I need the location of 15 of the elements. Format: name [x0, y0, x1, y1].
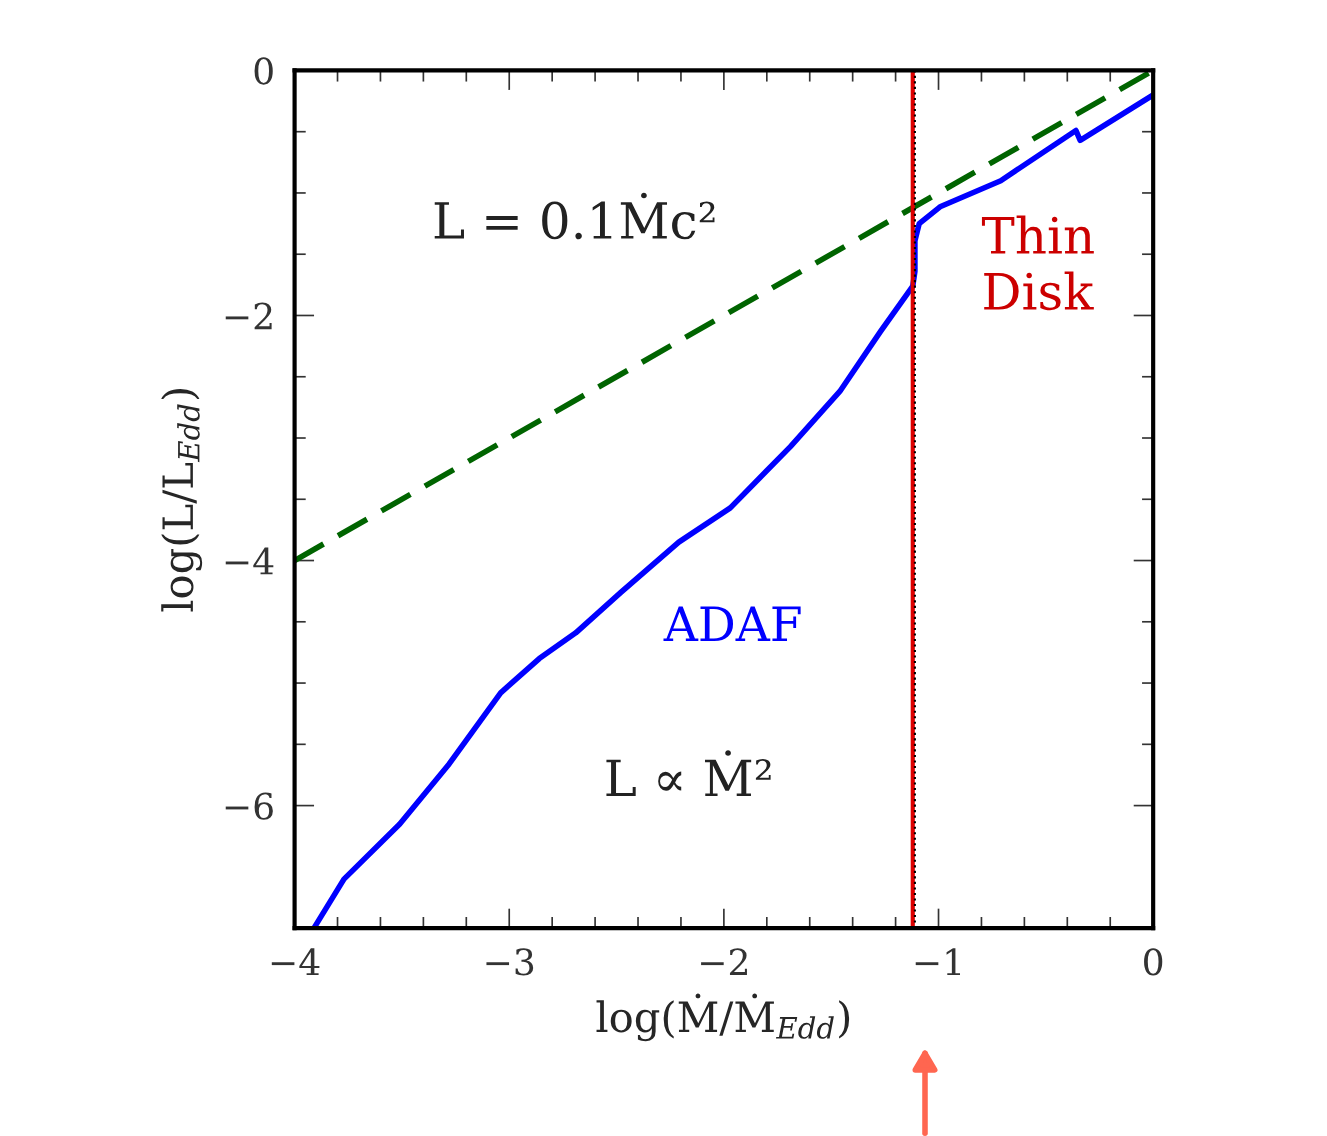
x-tick-label: −1	[915, 948, 961, 975]
annotation: L = 0.1Ṁc²	[434, 192, 715, 240]
y-tick-label: −4	[225, 547, 274, 575]
y-tick-label: −2	[225, 302, 272, 330]
annotation: L ∝ Ṁ²	[606, 750, 771, 797]
x-tick-label: 0	[1144, 948, 1163, 976]
y-tick-label: 0	[254, 57, 273, 85]
y-axis-title: log(L/L$_{Edd}$)	[161, 389, 203, 612]
x-tick-label: −3	[486, 948, 534, 976]
annotation: ADAF	[663, 606, 801, 641]
annotation: Thin Disk	[981, 215, 1094, 311]
x-tick-label: −2	[701, 948, 747, 975]
x-axis-title: log(Ṁ/Ṁ$_{Edd}$)	[596, 993, 850, 1042]
y-tick-label: −6	[225, 792, 273, 820]
x-tick-label: −4	[271, 948, 320, 975]
